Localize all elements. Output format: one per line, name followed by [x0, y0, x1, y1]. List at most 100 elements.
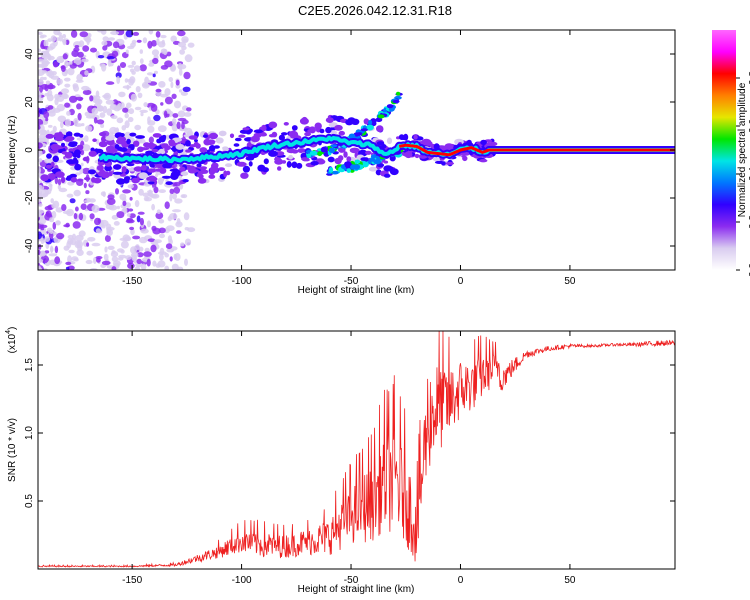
heat-speckle-cell — [96, 119, 105, 125]
heat-cell — [334, 124, 343, 131]
heat-cell — [288, 154, 294, 160]
heat-speckle-cell — [176, 121, 181, 130]
heat-cell — [55, 171, 65, 178]
heat-speckle-cell — [131, 70, 136, 75]
heat-speckle-cell — [105, 99, 115, 105]
heat-speckle-cell — [106, 56, 115, 60]
heat-speckle-cell — [38, 158, 43, 163]
heat-speckle-cell — [184, 258, 188, 266]
heat-speckle-cell — [85, 190, 90, 195]
heat-speckle-cell — [178, 68, 183, 76]
heat-cell — [49, 173, 56, 181]
heat-cell — [310, 161, 319, 166]
heat-speckle-cell — [116, 205, 120, 210]
heat-speckle-cell — [142, 192, 151, 198]
heat-speckle-cell — [84, 70, 89, 76]
heat-speckle-cell — [82, 144, 91, 152]
heat-cell — [45, 133, 54, 139]
heat-speckle-cell — [44, 236, 51, 243]
heat-speckle-cell — [156, 209, 161, 214]
heat-speckle-cell — [153, 114, 161, 122]
heat-cell — [205, 139, 216, 144]
heat-cell — [238, 134, 246, 138]
heat-speckle-cell — [54, 176, 59, 185]
heat-cell — [73, 132, 81, 137]
heat-cell — [434, 160, 445, 164]
heat-cell — [479, 159, 488, 163]
heat-cell — [88, 150, 97, 157]
heat-speckle-cell — [109, 104, 118, 110]
heat-speckle-cell — [54, 256, 61, 265]
heat-speckle-cell — [177, 63, 183, 70]
heat-speckle-cell — [64, 77, 71, 82]
heat-cell — [69, 173, 77, 178]
snr-x-label: Height of straight line (km) — [298, 584, 415, 595]
heat-speckle-cell — [91, 204, 100, 213]
heat-speckle-cell — [62, 34, 67, 39]
heat-speckle-cell — [143, 251, 152, 257]
heat-speckle-cell — [52, 108, 61, 113]
heat-speckle-cell — [111, 266, 117, 270]
heat-speckle-cell — [134, 200, 140, 208]
heat-cell — [218, 130, 227, 137]
heat-speckle-cell — [181, 194, 188, 199]
heat-speckle-cell — [130, 252, 139, 258]
heat-speckle-cell — [180, 242, 185, 247]
heat-cell — [257, 164, 266, 172]
heat-speckle-cell — [87, 237, 96, 242]
heat-speckle-cell — [130, 228, 135, 236]
heat-cell — [88, 169, 96, 175]
heat-speckle-cell — [101, 260, 111, 266]
heat-speckle-cell — [40, 250, 46, 257]
heat-speckle-cell — [39, 35, 45, 39]
heat-speckle-cell — [132, 31, 140, 36]
heat-cell — [304, 132, 311, 137]
heat-cell — [65, 135, 75, 142]
heat-speckle-cell — [65, 266, 70, 270]
heat-speckle-cell — [137, 92, 143, 99]
x-tick-label: -50 — [344, 276, 359, 287]
heat-cell — [188, 135, 198, 140]
heat-speckle-cell — [160, 102, 164, 106]
heat-speckle-cell — [95, 228, 101, 234]
heat-branch-cell — [368, 120, 373, 125]
heat-speckle-cell — [182, 38, 189, 43]
heat-speckle-cell — [126, 213, 131, 217]
heat-speckle-cell — [172, 113, 179, 118]
heat-speckle-cell — [38, 256, 42, 263]
heat-cell — [147, 142, 156, 149]
heat-cell — [119, 147, 128, 152]
heat-speckle-cell — [39, 76, 45, 81]
heat-cell — [169, 168, 180, 172]
heat-speckle-cell — [164, 60, 173, 68]
heat-speckle-cell — [158, 189, 166, 194]
y-tick-label: 20 — [24, 96, 35, 108]
snr-scale-prefix: (x10 — [7, 333, 18, 353]
heat-speckle-cell — [44, 117, 49, 122]
heat-speckle-cell — [77, 244, 83, 252]
heat-speckle-cell — [116, 117, 124, 124]
heat-cell — [376, 125, 384, 133]
heat-cell — [114, 144, 120, 150]
heat-speckle-cell — [97, 105, 104, 112]
heat-speckle-cell — [51, 203, 56, 209]
heat-branch-cell — [328, 147, 335, 154]
heat-speckle-cell — [158, 81, 166, 88]
heat-speckle-cell — [50, 245, 54, 254]
heat-speckle-cell — [168, 77, 174, 82]
heat-speckle-cell — [157, 41, 166, 48]
heat-speckle-cell — [56, 57, 64, 64]
colorbar-tick-label: 0.6 — [748, 119, 750, 133]
heat-speckle-cell — [182, 86, 191, 93]
y-tick-label: 0 — [24, 147, 35, 153]
heat-speckle-cell — [91, 242, 101, 247]
heat-cell — [274, 158, 284, 165]
heat-cell — [248, 161, 253, 167]
heat-cell — [126, 163, 135, 167]
heat-speckle-cell — [71, 49, 79, 58]
svg-text:(x104): (x104) — [5, 327, 18, 354]
heat-speckle-cell — [164, 265, 169, 270]
heat-speckle-cell — [127, 262, 135, 269]
x-tick-label: -100 — [232, 575, 252, 586]
heat-speckle-cell — [106, 228, 113, 237]
